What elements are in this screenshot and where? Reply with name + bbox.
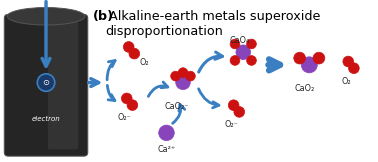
Text: (b): (b) — [93, 10, 114, 23]
FancyBboxPatch shape — [4, 14, 88, 156]
Circle shape — [236, 45, 251, 59]
Circle shape — [230, 39, 240, 49]
Text: CaO₂⁻: CaO₂⁻ — [165, 102, 189, 111]
Circle shape — [228, 100, 239, 110]
Circle shape — [37, 74, 55, 91]
Circle shape — [121, 93, 132, 104]
Text: CaO₄: CaO₄ — [229, 36, 249, 45]
Circle shape — [230, 56, 240, 65]
Circle shape — [186, 71, 195, 81]
Text: O₂: O₂ — [341, 76, 351, 86]
Text: ⊙: ⊙ — [43, 78, 50, 87]
Circle shape — [234, 107, 245, 117]
Text: O₂⁻: O₂⁻ — [118, 113, 132, 122]
Circle shape — [159, 125, 174, 141]
Circle shape — [349, 63, 359, 74]
Ellipse shape — [7, 8, 85, 25]
Circle shape — [301, 57, 317, 73]
Text: O₂: O₂ — [139, 58, 149, 67]
Circle shape — [343, 56, 353, 67]
Circle shape — [178, 68, 188, 77]
FancyBboxPatch shape — [48, 21, 78, 149]
Circle shape — [129, 48, 139, 59]
Text: electron: electron — [32, 116, 60, 122]
Circle shape — [313, 52, 325, 64]
Circle shape — [123, 42, 134, 52]
Circle shape — [246, 56, 256, 65]
Circle shape — [127, 100, 138, 110]
Circle shape — [294, 52, 305, 64]
Text: Ca²⁺: Ca²⁺ — [157, 145, 175, 154]
Circle shape — [246, 39, 256, 49]
Text: O₂⁻: O₂⁻ — [225, 120, 239, 129]
Circle shape — [171, 71, 180, 81]
Text: CaO₂: CaO₂ — [294, 84, 314, 93]
Text: Alkaline-earth metals superoxide
disproportionation: Alkaline-earth metals superoxide disprop… — [105, 10, 321, 38]
Circle shape — [176, 75, 190, 90]
